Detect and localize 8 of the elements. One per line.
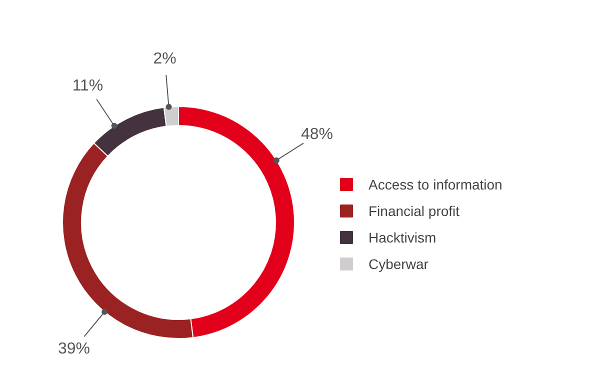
legend-label: Cyberwar bbox=[368, 256, 429, 272]
data-label: 2% bbox=[153, 50, 176, 68]
data-label: 48% bbox=[300, 126, 333, 144]
data-label: 39% bbox=[58, 340, 90, 358]
data-label: 11% bbox=[72, 77, 104, 94]
legend-label: Hacktivism bbox=[368, 230, 436, 246]
legend-label: Access to information bbox=[368, 176, 502, 192]
legend-label: Financial profit bbox=[368, 203, 460, 219]
